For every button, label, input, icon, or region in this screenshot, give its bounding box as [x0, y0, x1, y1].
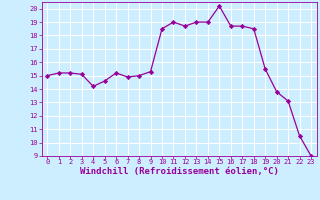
- X-axis label: Windchill (Refroidissement éolien,°C): Windchill (Refroidissement éolien,°C): [80, 167, 279, 176]
